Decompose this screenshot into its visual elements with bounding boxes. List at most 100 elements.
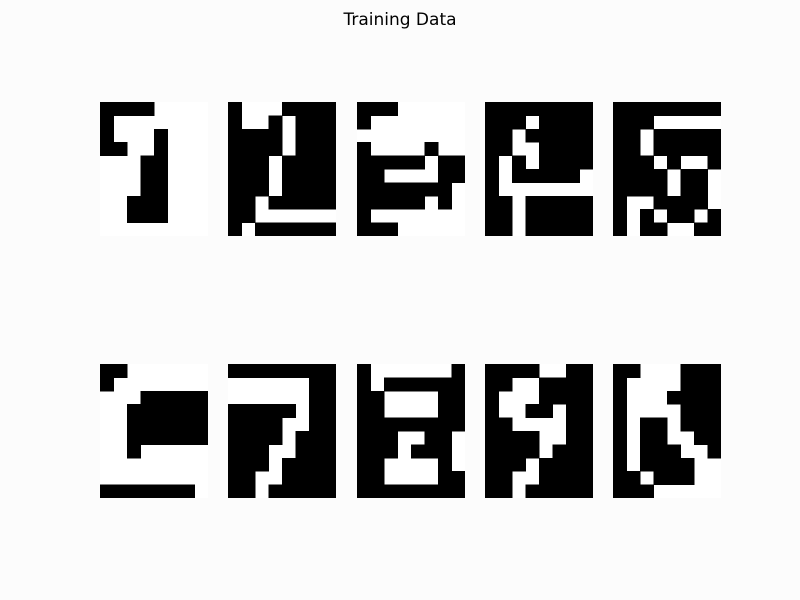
digit-pixel xyxy=(485,431,499,445)
digit-pixel xyxy=(241,471,256,486)
digit-pixel xyxy=(241,169,256,183)
digit-pixel xyxy=(295,444,310,459)
digit-pixel xyxy=(384,102,398,116)
digit-pixel xyxy=(539,155,553,170)
digit-pixel xyxy=(127,431,141,445)
digit-pixel xyxy=(539,128,553,143)
digit-pixel xyxy=(667,142,681,157)
digit-pixel xyxy=(357,155,371,170)
digit-pixel xyxy=(640,484,654,498)
digit-pixel xyxy=(498,457,513,472)
digit-pixel xyxy=(282,364,296,378)
digit-pixel xyxy=(357,444,371,459)
digit-pixel xyxy=(228,169,242,183)
digit-pixel xyxy=(241,457,256,472)
digit-pixel xyxy=(309,417,323,432)
digit-pixel xyxy=(552,195,567,210)
digit-pixel xyxy=(282,222,296,236)
digit-pixel xyxy=(322,484,336,498)
digit-pixel xyxy=(228,115,242,130)
digit-pixel xyxy=(438,195,452,210)
digit-pixel xyxy=(613,377,627,392)
digit-pixel xyxy=(512,457,526,472)
digit-pixel xyxy=(539,484,553,498)
digit-pixel xyxy=(566,128,580,143)
digit-pixel xyxy=(357,195,371,210)
digit-pixel xyxy=(241,209,256,224)
digit-pixel xyxy=(613,195,627,210)
digit-pixel xyxy=(241,128,256,143)
digit-pixel xyxy=(451,390,465,405)
digit-pixel xyxy=(295,169,310,183)
digit-pixel xyxy=(154,169,168,183)
digit-pixel xyxy=(397,484,412,498)
digit-pixel xyxy=(370,222,385,236)
digit-pixel xyxy=(384,417,398,432)
digit-pixel xyxy=(579,222,593,236)
digit-pixel xyxy=(525,209,540,224)
digit-pixel xyxy=(626,102,641,116)
digit-pixel xyxy=(424,377,439,392)
digit-pixel xyxy=(370,102,385,116)
digit-pixel xyxy=(228,484,242,498)
digit-pixel xyxy=(613,471,627,486)
digit-pixel xyxy=(295,471,310,486)
digit-pixel xyxy=(154,404,168,419)
digit-pixel xyxy=(525,444,540,459)
digit-pixel xyxy=(498,102,513,116)
digit-pixel xyxy=(498,115,513,130)
digit-pixel xyxy=(485,417,499,432)
digit-pixel xyxy=(694,390,708,405)
digit-pixel xyxy=(309,484,323,498)
digit-pixel xyxy=(255,169,269,183)
digit-pixel xyxy=(680,102,695,116)
digit-pixel xyxy=(512,364,526,378)
digit-1-image xyxy=(100,102,208,236)
digit-pixel xyxy=(512,155,526,170)
digit-pixel xyxy=(127,484,141,498)
digit-pixel xyxy=(438,377,452,392)
digit-pixel xyxy=(282,102,296,116)
digit-pixel xyxy=(485,102,499,116)
digit-pixel xyxy=(384,484,398,498)
digit-pixel xyxy=(228,182,242,197)
digit-pixel xyxy=(626,182,641,197)
digit-pixel xyxy=(579,444,593,459)
digit-pixel xyxy=(653,169,668,183)
digit-pixel xyxy=(613,169,627,183)
digit-pixel xyxy=(268,128,283,143)
digit-pixel xyxy=(539,471,553,486)
digit-pixel xyxy=(228,209,242,224)
digit-pixel xyxy=(357,115,371,130)
digit-pixel xyxy=(384,377,398,392)
digit-pixel xyxy=(438,431,452,445)
digit-pixel xyxy=(140,195,155,210)
digit-pixel xyxy=(295,182,310,197)
digit-pixel xyxy=(357,142,371,157)
digit-pixel xyxy=(667,444,681,459)
digit-pixel xyxy=(525,484,540,498)
digit-pixel xyxy=(322,431,336,445)
digit-pixel xyxy=(525,169,540,183)
digit-pixel xyxy=(552,169,567,183)
digit-pixel xyxy=(357,169,371,183)
digit-pixel xyxy=(566,444,580,459)
digit-pixel xyxy=(322,102,336,116)
digit-pixel xyxy=(154,155,168,170)
digit-pixel xyxy=(653,195,668,210)
digit-pixel xyxy=(228,444,242,459)
digit-pixel xyxy=(295,128,310,143)
digit-pixel xyxy=(566,404,580,419)
digit-pixel xyxy=(370,404,385,419)
digit-pixel xyxy=(707,128,721,143)
digit-3-image xyxy=(357,102,465,236)
digit-pixel xyxy=(552,444,567,459)
digit-pixel xyxy=(140,155,155,170)
digit-pixel xyxy=(167,417,182,432)
digit-pixel xyxy=(539,115,553,130)
digit-pixel xyxy=(694,377,708,392)
digit-pixel xyxy=(707,404,721,419)
digit-pixel xyxy=(566,390,580,405)
digit-pixel xyxy=(552,222,567,236)
digit-pixel xyxy=(552,155,567,170)
